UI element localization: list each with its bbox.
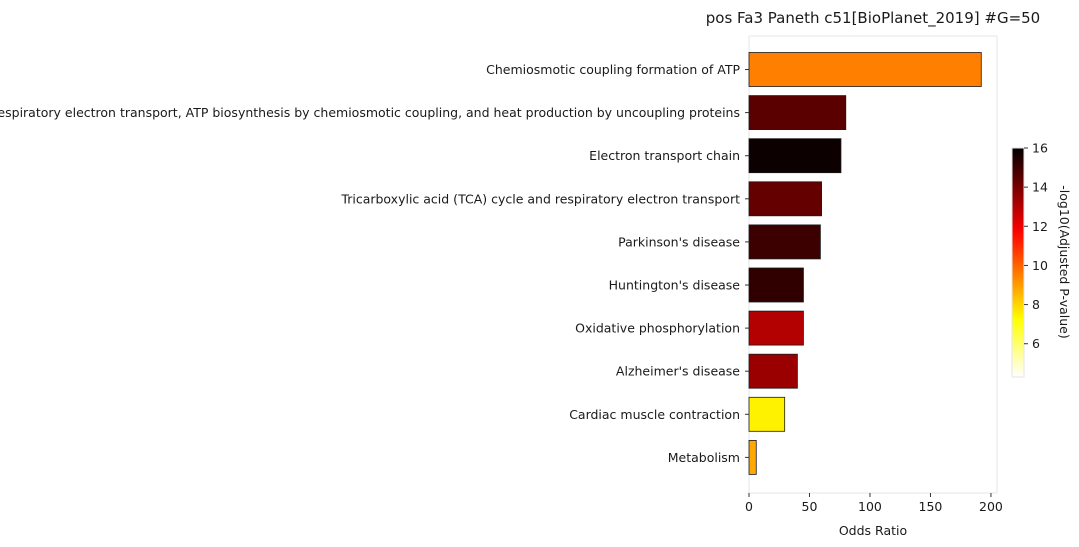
bar	[748, 353, 798, 389]
category-label: Alzheimer's disease	[616, 364, 740, 379]
bar	[748, 267, 804, 303]
colorbar-tick-label: 6	[1032, 336, 1040, 351]
category-label: Electron transport chain	[589, 148, 740, 163]
chart-title: pos Fa3 Paneth c51[BioPlanet_2019] #G=50	[706, 9, 1040, 28]
colorbar-title: -log10(Adjusted P-value)	[1057, 185, 1072, 338]
colorbar: 6 8 10 12 14 16	[1011, 141, 1048, 378]
category-label: Metabolism	[668, 450, 740, 465]
x-tick-label: 150	[919, 499, 943, 514]
colorbar-tick-label: 8	[1032, 297, 1040, 312]
colorbar-tick-label: 16	[1032, 141, 1048, 156]
colorbar-tick-label: 12	[1032, 219, 1048, 234]
x-tick-label: 100	[858, 499, 882, 514]
category-label: Chemiosmotic coupling formation of ATP	[486, 62, 740, 77]
bars-group	[748, 52, 982, 475]
x-axis-ticks-group: 0 50 100 150 200	[745, 493, 1003, 514]
colorbar-tick-label: 10	[1032, 258, 1048, 273]
bar	[748, 396, 786, 432]
category-label: Respiratory electron transport, ATP bios…	[0, 105, 740, 120]
bar	[748, 310, 804, 346]
bar	[748, 138, 842, 174]
bar	[748, 52, 982, 87]
colorbar-tick-label: 14	[1032, 180, 1048, 195]
category-label: Oxidative phosphorylation	[575, 321, 740, 336]
x-axis-title: Odds Ratio	[839, 523, 907, 538]
bar	[748, 181, 822, 217]
category-labels-group: Chemiosmotic coupling formation of ATP Re…	[0, 62, 749, 465]
colorbar-gradient	[1011, 147, 1025, 378]
bar	[748, 439, 757, 475]
bar	[748, 95, 847, 130]
x-tick-label: 200	[979, 499, 1003, 514]
category-label: Parkinson's disease	[618, 234, 740, 249]
category-label: Huntington's disease	[609, 278, 741, 293]
category-label: Cardiac muscle contraction	[569, 407, 740, 422]
category-label: Tricarboxylic acid (TCA) cycle and respi…	[340, 191, 740, 206]
x-tick-label: 50	[802, 499, 818, 514]
x-tick-label: 0	[745, 499, 753, 514]
bar	[748, 224, 821, 260]
